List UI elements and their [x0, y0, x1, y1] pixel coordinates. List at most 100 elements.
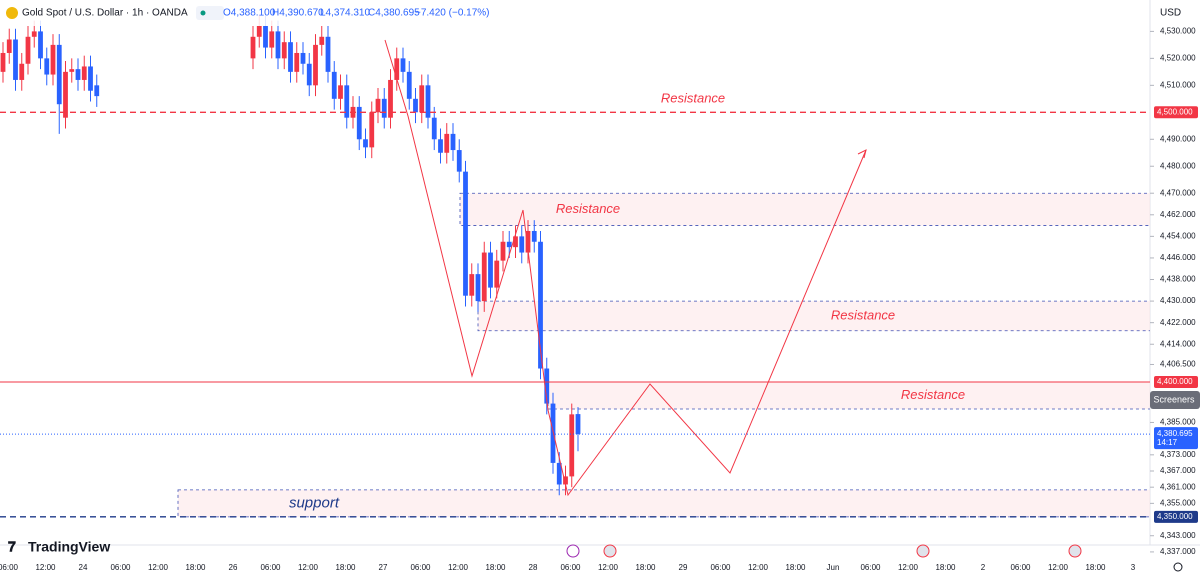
x-tick-label: 24: [79, 563, 88, 572]
x-tick-label: 12:00: [148, 563, 169, 572]
candle-body: [394, 58, 400, 80]
y-tick-label: 4,355.000: [1160, 498, 1196, 507]
plot-area: [0, 15, 1150, 518]
x-tick-label: 06:00: [260, 563, 281, 572]
candle-body: [31, 31, 37, 37]
y-tick-label: 4,454.000: [1160, 231, 1196, 240]
symbol-icon: [6, 7, 18, 19]
y-tick-label: 4,490.000: [1160, 134, 1196, 143]
brand-logo: TradingView: [28, 539, 110, 555]
y-tick-label: 4,470.000: [1160, 188, 1196, 197]
candle-body: [0, 52, 6, 72]
candle-body: [38, 31, 43, 59]
last-price-tag: [1154, 427, 1198, 450]
candle-body: [469, 274, 475, 296]
candle-body: [375, 98, 381, 113]
candle-body: [444, 133, 450, 153]
x-tick-label: 27: [379, 563, 388, 572]
ohlc-low: L4,374.310: [320, 8, 370, 19]
candle-body: [69, 69, 75, 72]
price-tag-label: 4,400.000: [1157, 377, 1193, 386]
event-icon[interactable]: [603, 544, 617, 558]
event-icon[interactable]: [1068, 544, 1082, 558]
brand-mark: 𝟕: [8, 539, 16, 555]
candle-body: [425, 85, 431, 118]
y-tick-label: 4,373.000: [1160, 450, 1196, 459]
candle-body: [450, 133, 456, 151]
candle-body: [63, 71, 68, 118]
candle-body: [388, 79, 393, 118]
x-tick-label: Jun: [827, 563, 840, 572]
zone: [177, 489, 1150, 518]
candle-body: [344, 85, 350, 118]
projection-arrow: [857, 149, 867, 159]
candle-body: [313, 44, 318, 86]
status-badge[interactable]: [196, 6, 224, 20]
candle-body: [406, 71, 412, 99]
y-tick-label: 4,367.000: [1160, 466, 1196, 475]
y-tick-label: 4,406.500: [1160, 360, 1196, 369]
candle-body: [256, 26, 262, 37]
x-tick-label: 18:00: [335, 563, 356, 572]
x-tick-label: 18:00: [785, 563, 806, 572]
candle-body: [481, 252, 487, 302]
candle-body: [475, 274, 481, 302]
screeners-button[interactable]: [1150, 391, 1200, 409]
event-icon[interactable]: [566, 544, 580, 558]
x-tick-label: 06:00: [560, 563, 581, 572]
price-tag-label: 4,500.000: [1157, 107, 1193, 116]
ohlc-change: −7.420 (−0.17%): [415, 8, 490, 19]
candle-body: [525, 230, 531, 253]
x-tick-label: 3: [1131, 563, 1136, 572]
candle-body: [300, 52, 306, 64]
candle-body: [519, 236, 525, 253]
candle-body: [331, 71, 337, 99]
projection-path: [384, 39, 867, 497]
event-icon[interactable]: [916, 544, 930, 558]
price-tag: [1154, 376, 1198, 389]
y-tick-label: 4,430.000: [1160, 296, 1196, 305]
ohlc-open: O4,388.100: [223, 8, 276, 19]
currency[interactable]: USD: [1160, 8, 1181, 19]
candle-body: [275, 31, 281, 59]
candle-body: [569, 414, 575, 477]
candle-body: [13, 39, 18, 80]
candle-body: [319, 36, 325, 45]
candle-body: [513, 236, 518, 248]
candle-body: [369, 112, 375, 148]
y-tick-label: 4,361.000: [1160, 482, 1196, 491]
candle-body: [456, 150, 462, 172]
candle-body: [431, 117, 437, 140]
candle-body: [44, 58, 50, 75]
market-open-dot: [200, 10, 206, 16]
candle-body: [250, 36, 256, 59]
candle-body: [269, 31, 275, 48]
candle-body: [6, 39, 12, 53]
candle-body: [19, 63, 25, 80]
x-tick-label: 12:00: [298, 563, 319, 572]
candle-body: [575, 414, 581, 435]
candle-body: [538, 241, 543, 369]
candle-body: [288, 42, 293, 72]
candle-body: [94, 85, 100, 97]
candle-body: [419, 85, 425, 113]
x-tick-label: 06:00: [1010, 563, 1031, 572]
price-tag-label: 4,350.000: [1157, 512, 1193, 521]
x-tick-label: 06:00: [110, 563, 131, 572]
y-tick-label: 4,343.000: [1160, 531, 1196, 540]
x-tick-label: 12:00: [448, 563, 469, 572]
x-tick-label: 12:00: [748, 563, 769, 572]
x-tick-label: 06:00: [0, 563, 19, 572]
x-tick-label: 12:00: [898, 563, 919, 572]
y-tick-label: 4,422.000: [1160, 318, 1196, 327]
candle-body: [325, 36, 331, 72]
last-price-label: 4,380.695: [1157, 429, 1193, 438]
settings-icon[interactable]: [1173, 562, 1183, 572]
candle-body: [56, 44, 62, 105]
screeners-label[interactable]: Screeners: [1153, 394, 1195, 404]
candle-body: [556, 462, 562, 485]
y-tick-label: 4,337.000: [1160, 547, 1196, 556]
candle-body: [88, 66, 93, 91]
